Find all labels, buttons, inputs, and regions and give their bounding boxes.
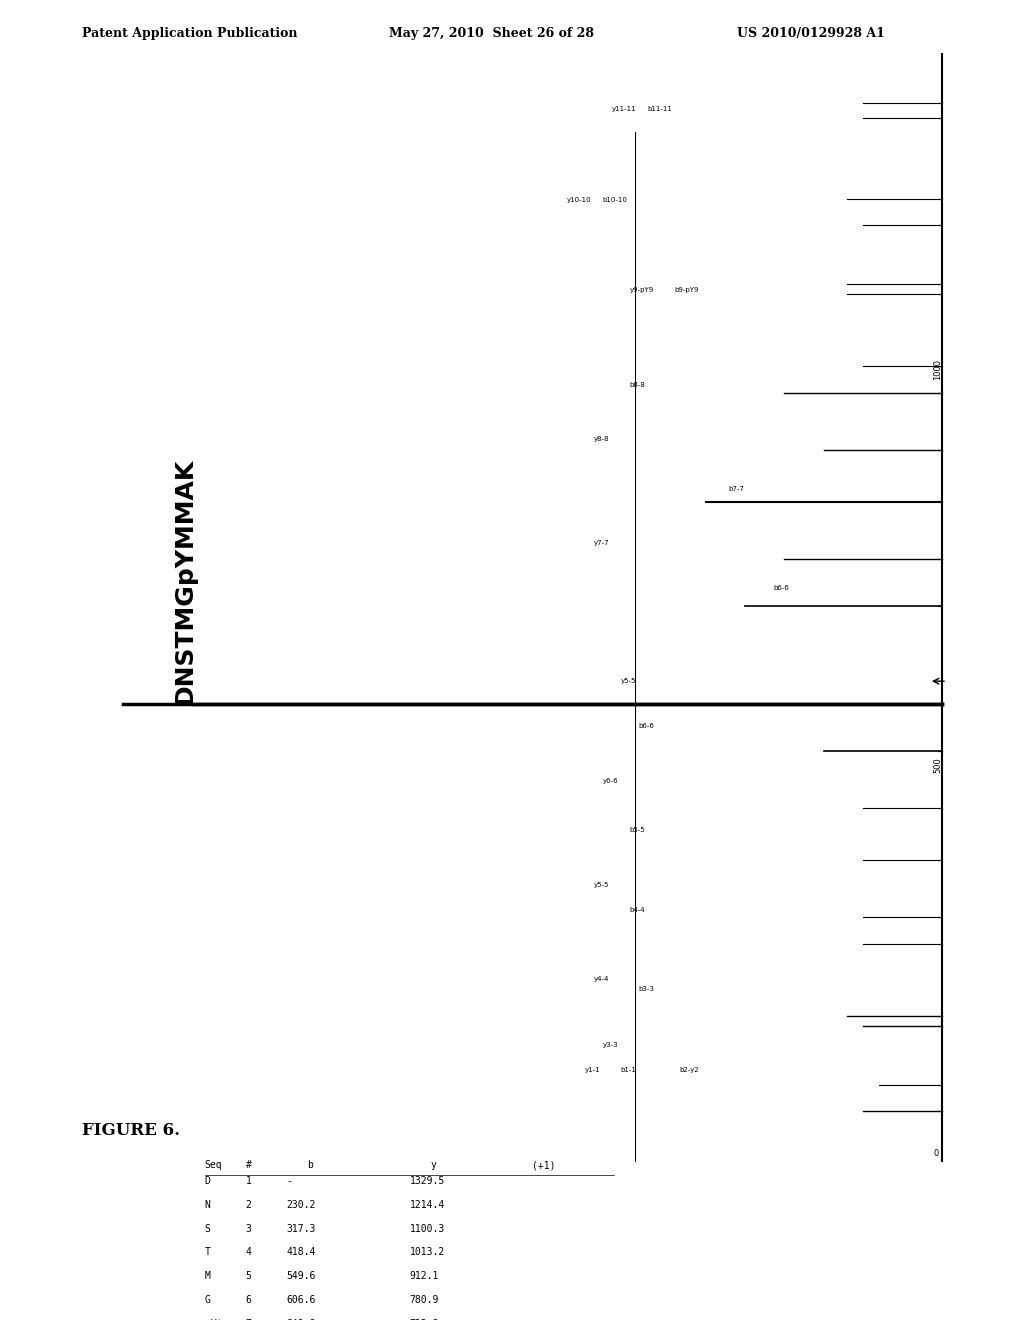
Text: 7: 7 [246, 1319, 252, 1320]
Text: y3-3: y3-3 [602, 1041, 618, 1048]
Text: pY*: pY* [205, 1319, 222, 1320]
Text: 606.6: 606.6 [287, 1295, 316, 1305]
Text: b7-7: b7-7 [728, 486, 744, 491]
Text: b10-10: b10-10 [602, 197, 627, 203]
Text: y10-10: y10-10 [566, 197, 591, 203]
Text: S: S [205, 1224, 211, 1234]
Text: 418.4: 418.4 [287, 1247, 316, 1258]
Text: b9-pY9: b9-pY9 [675, 288, 699, 293]
Text: 500: 500 [934, 758, 942, 774]
Text: Seq: Seq [205, 1160, 222, 1171]
Text: y: y [430, 1160, 436, 1171]
Text: M: M [205, 1271, 211, 1282]
Text: b3-3: b3-3 [638, 986, 654, 991]
Text: 317.3: 317.3 [287, 1224, 316, 1234]
Text: y1-1: y1-1 [585, 1067, 600, 1073]
Text: b5-5: b5-5 [630, 828, 645, 833]
Text: 912.1: 912.1 [410, 1271, 439, 1282]
Text: 1000: 1000 [934, 359, 942, 380]
Text: DNSTMGpYMMAK: DNSTMGpYMMAK [172, 458, 197, 704]
Text: y11-11: y11-11 [611, 106, 636, 112]
Text: 1329.5: 1329.5 [410, 1176, 444, 1187]
Text: y4-4: y4-4 [594, 977, 609, 982]
Text: (+1): (+1) [532, 1160, 556, 1171]
Text: 849.8: 849.8 [287, 1319, 316, 1320]
Text: -: - [287, 1176, 293, 1187]
Text: T: T [205, 1247, 211, 1258]
Text: 0: 0 [934, 1150, 939, 1158]
Text: 230.2: 230.2 [287, 1200, 316, 1210]
Text: y8-8: y8-8 [594, 436, 609, 442]
Text: 549.6: 549.6 [287, 1271, 316, 1282]
Text: y6-6: y6-6 [602, 777, 618, 784]
Text: y5-5: y5-5 [621, 678, 636, 684]
Text: b6-6: b6-6 [638, 723, 654, 730]
Text: 1100.3: 1100.3 [410, 1224, 444, 1234]
Text: Patent Application Publication: Patent Application Publication [82, 26, 297, 40]
Text: y9-pY9: y9-pY9 [630, 288, 654, 293]
Text: b6-6: b6-6 [773, 585, 790, 591]
Text: b1-1: b1-1 [621, 1067, 636, 1073]
Text: 1013.2: 1013.2 [410, 1247, 444, 1258]
Text: b11-11: b11-11 [647, 106, 672, 112]
Text: D: D [205, 1176, 211, 1187]
Text: y7-7: y7-7 [594, 540, 609, 546]
Text: 3: 3 [246, 1224, 252, 1234]
Text: b: b [307, 1160, 313, 1171]
Text: US 2010/0129928 A1: US 2010/0129928 A1 [737, 26, 885, 40]
Text: 5: 5 [246, 1271, 252, 1282]
Text: b4-4: b4-4 [630, 907, 645, 913]
Text: 723.8: 723.8 [410, 1319, 439, 1320]
Text: FIGURE 6.: FIGURE 6. [82, 1122, 180, 1139]
Text: G: G [205, 1295, 211, 1305]
Text: #: # [246, 1160, 252, 1171]
Text: N: N [205, 1200, 211, 1210]
Text: 4: 4 [246, 1247, 252, 1258]
Text: 2: 2 [246, 1200, 252, 1210]
Text: b2-y2: b2-y2 [680, 1067, 699, 1073]
Text: b8-8: b8-8 [629, 381, 645, 388]
Text: May 27, 2010  Sheet 26 of 28: May 27, 2010 Sheet 26 of 28 [389, 26, 594, 40]
Text: 6: 6 [246, 1295, 252, 1305]
Text: 1214.4: 1214.4 [410, 1200, 444, 1210]
Text: 780.9: 780.9 [410, 1295, 439, 1305]
Text: y5-5: y5-5 [594, 882, 609, 888]
Text: 1: 1 [246, 1176, 252, 1187]
